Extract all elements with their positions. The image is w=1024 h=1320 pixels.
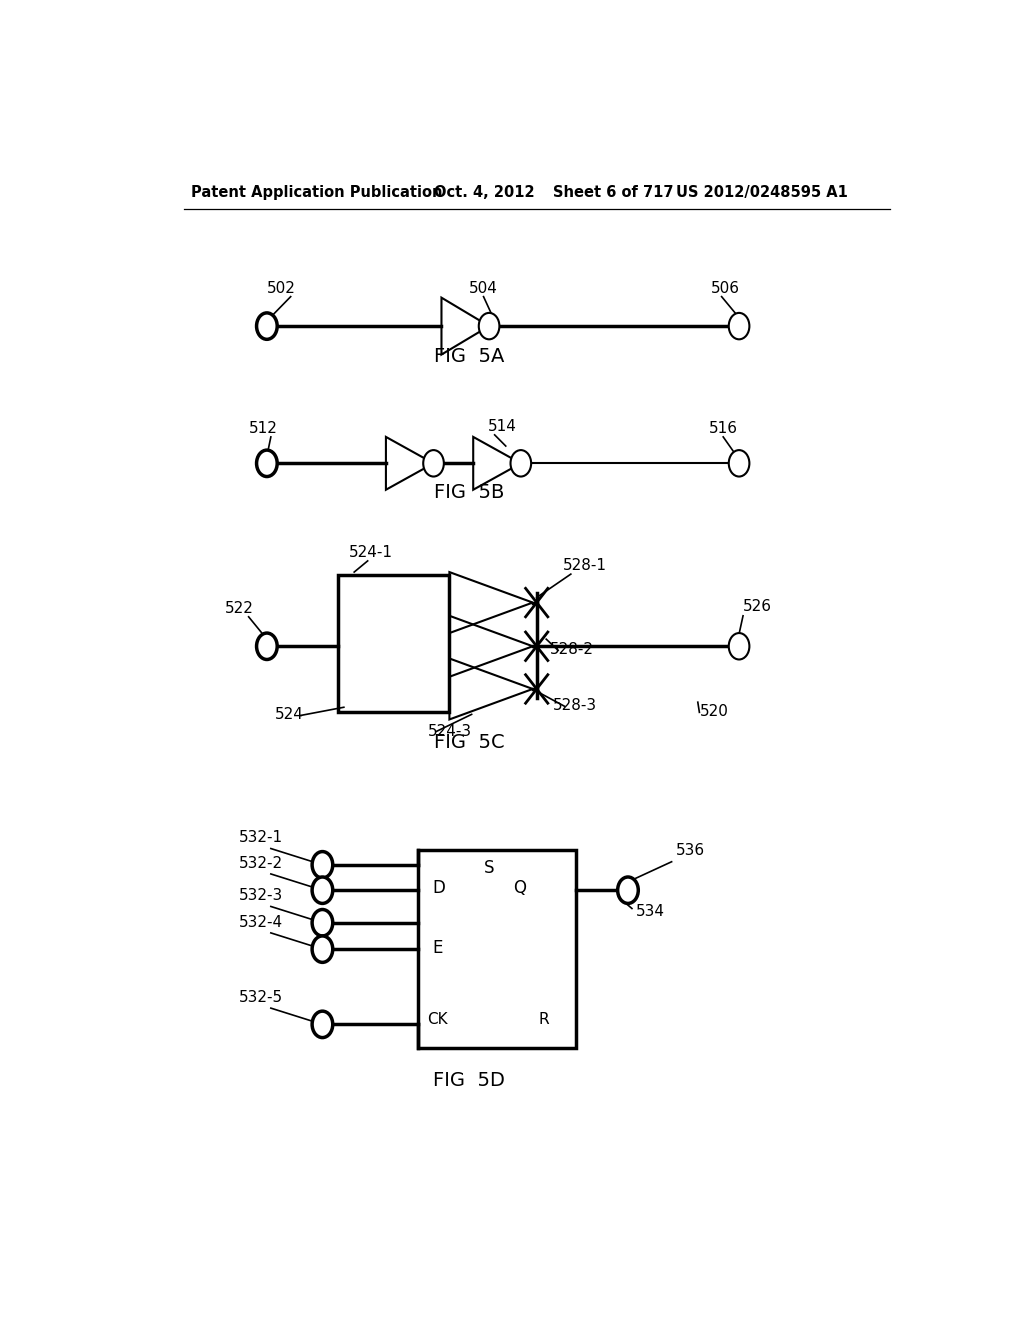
Text: 532-4: 532-4 [240, 915, 284, 929]
Text: S: S [484, 859, 495, 878]
Text: Oct. 4, 2012: Oct. 4, 2012 [433, 185, 535, 201]
Text: 528-2: 528-2 [550, 643, 594, 657]
Text: 532-1: 532-1 [240, 830, 284, 845]
Text: CK: CK [427, 1012, 447, 1027]
Text: 512: 512 [249, 421, 278, 436]
Circle shape [511, 450, 531, 477]
Circle shape [479, 313, 500, 339]
Text: 502: 502 [267, 281, 296, 296]
Text: 526: 526 [743, 599, 772, 614]
Text: R: R [539, 1012, 549, 1027]
Circle shape [729, 313, 750, 339]
Circle shape [729, 634, 750, 660]
Text: Q: Q [513, 879, 526, 898]
Bar [338, 576, 450, 713]
Text: 520: 520 [699, 705, 728, 719]
Text: 524: 524 [274, 708, 304, 722]
Circle shape [312, 1011, 333, 1038]
Text: 532-5: 532-5 [240, 990, 284, 1005]
Text: 528-1: 528-1 [563, 558, 607, 573]
Text: Patent Application Publication: Patent Application Publication [191, 185, 443, 201]
Text: 506: 506 [712, 281, 740, 296]
Circle shape [312, 851, 333, 878]
Text: 524-1: 524-1 [348, 545, 392, 560]
Text: 534: 534 [636, 904, 665, 919]
Text: D: D [432, 879, 444, 898]
Text: 524-3: 524-3 [428, 723, 472, 739]
Text: FIG  5D: FIG 5D [433, 1072, 505, 1090]
Text: FIG  5A: FIG 5A [434, 347, 505, 366]
Circle shape [257, 634, 278, 660]
Text: E: E [432, 939, 442, 957]
Text: Sheet 6 of 717: Sheet 6 of 717 [553, 185, 673, 201]
Text: FIG  5B: FIG 5B [434, 483, 505, 502]
Text: 504: 504 [469, 281, 498, 296]
Circle shape [257, 313, 278, 339]
Text: US 2012/0248595 A1: US 2012/0248595 A1 [676, 185, 848, 201]
Text: 532-3: 532-3 [240, 888, 284, 903]
Circle shape [617, 876, 638, 903]
Text: 514: 514 [488, 418, 517, 434]
Text: 522: 522 [225, 601, 254, 615]
Circle shape [312, 909, 333, 936]
Circle shape [312, 876, 333, 903]
Circle shape [312, 936, 333, 962]
Bar [418, 850, 577, 1048]
Text: 516: 516 [709, 421, 738, 436]
Circle shape [729, 450, 750, 477]
Text: 532-2: 532-2 [240, 855, 284, 871]
Circle shape [257, 450, 278, 477]
Text: FIG  5C: FIG 5C [434, 733, 505, 752]
Circle shape [423, 450, 443, 477]
Text: 536: 536 [676, 842, 705, 858]
Text: 528-3: 528-3 [553, 698, 597, 713]
